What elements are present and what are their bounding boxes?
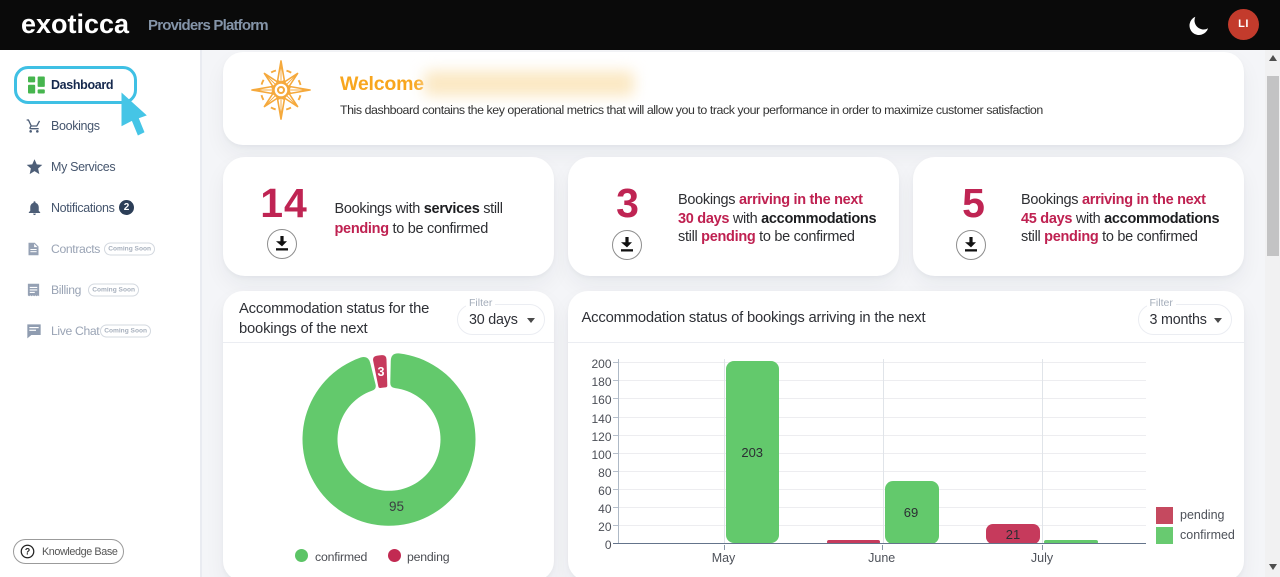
svg-text:95: 95: [388, 499, 403, 514]
svg-text:3: 3: [377, 365, 384, 379]
svg-text:?: ?: [25, 547, 30, 557]
